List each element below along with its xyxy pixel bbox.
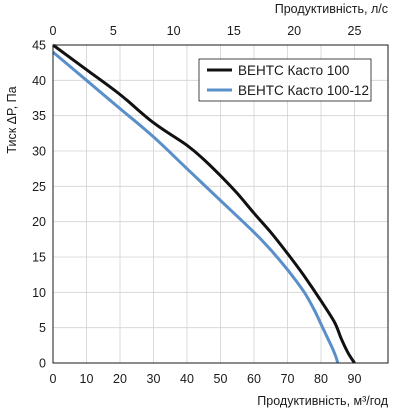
- x-tick-label: 40: [180, 372, 194, 386]
- x-tick-label: 0: [50, 372, 57, 386]
- x-tick-labels: 0 10 20 30 40 50 60 70 80 90: [50, 372, 362, 386]
- y-tick-label: 25: [32, 180, 46, 194]
- y-tick-label: 5: [39, 321, 46, 335]
- y-tick-label: 45: [32, 39, 46, 53]
- legend-label-series-1: ВЕНТС Касто 100: [238, 63, 349, 78]
- x-tick-label: 30: [147, 372, 161, 386]
- y-tick-label: 10: [32, 286, 46, 300]
- legend-box: [198, 58, 372, 102]
- x2-tick-label: 25: [348, 24, 362, 38]
- y-tick-label: 30: [32, 145, 46, 159]
- x-tick-label: 80: [314, 372, 328, 386]
- x2-tick-labels: 0 5 10 15 20 25: [50, 24, 362, 38]
- x2-tick-label: 0: [50, 24, 57, 38]
- x-tick-label: 60: [247, 372, 261, 386]
- y-tick-label: 20: [32, 215, 46, 229]
- x2-tick-label: 20: [287, 24, 301, 38]
- x2-tick-label: 10: [167, 24, 181, 38]
- y-axis-title: Тиск ΔP, Па: [5, 86, 19, 153]
- x-tick-label: 20: [113, 372, 127, 386]
- x2-tick-label: 5: [110, 24, 117, 38]
- legend-label-series-2: ВЕНТС Касто 100-12: [238, 83, 369, 98]
- x2-axis-title: Продуктивність, л/с: [275, 2, 388, 16]
- series-line-2: [52, 50, 340, 364]
- x-tick-label: 90: [348, 372, 362, 386]
- y-tick-label: 15: [32, 251, 46, 265]
- x-tick-label: 50: [214, 372, 228, 386]
- series-lines: [52, 43, 356, 364]
- x-tick-label: 10: [80, 372, 94, 386]
- x2-tick-label: 15: [227, 24, 241, 38]
- x-axis-title: Продуктивність, м³/год: [257, 394, 388, 408]
- y-tick-label: 40: [32, 74, 46, 88]
- plot-frame: [52, 44, 389, 364]
- legend: ВЕНТС Касто 100 ВЕНТС Касто 100-12: [198, 58, 372, 102]
- series-line-1: [52, 43, 356, 364]
- x-tick-label: 70: [281, 372, 295, 386]
- y-tick-labels: 0 5 10 15 20 25 30 35 40 45: [32, 39, 46, 371]
- y-tick-label: 35: [32, 109, 46, 123]
- y-tick-label: 0: [39, 357, 46, 371]
